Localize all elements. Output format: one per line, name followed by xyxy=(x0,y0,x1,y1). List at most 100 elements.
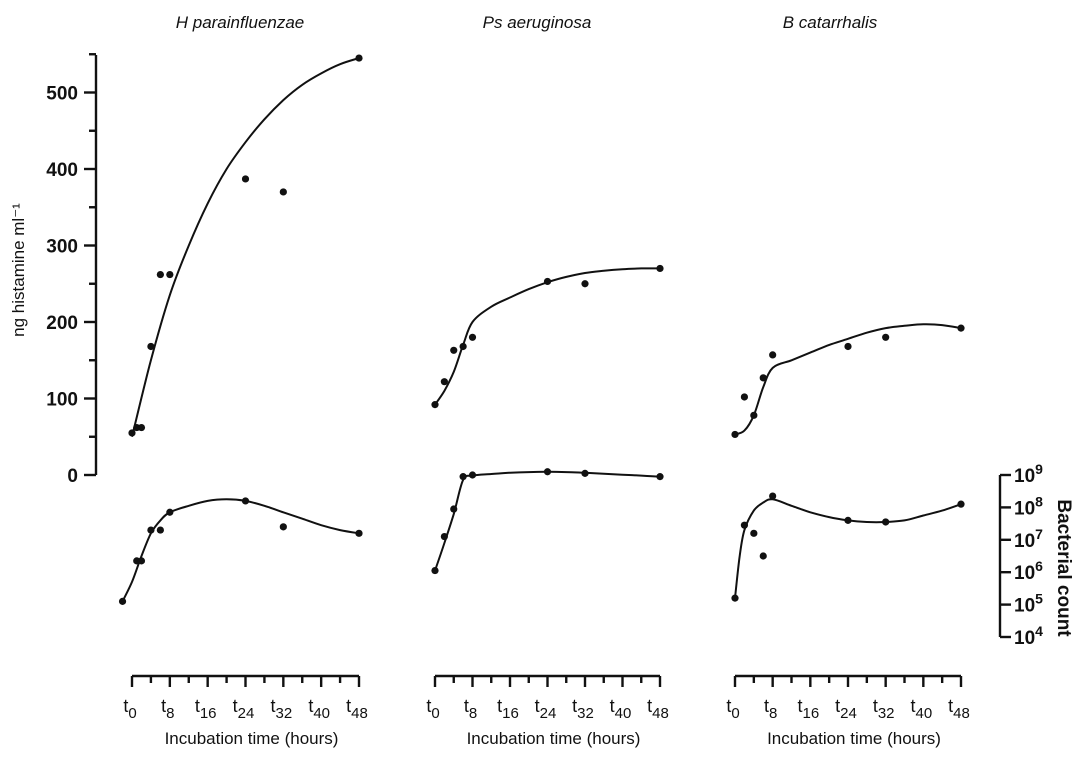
histamine-point xyxy=(769,351,777,359)
histamine-tick-label: 300 xyxy=(46,237,78,258)
histamine-curve xyxy=(131,57,360,438)
bacterial-count-point xyxy=(241,497,250,505)
time-axis-panel-3: t0 t8 t16 t24 t32 t40 t48 Incubation time (hour… xyxy=(726,674,970,748)
bacterial-count-point xyxy=(769,492,777,500)
bacterial-count-point xyxy=(440,532,448,541)
histamine-tick-label: 400 xyxy=(46,160,78,181)
bacterial-count-axis-label: Bacterial count xyxy=(1053,499,1074,637)
time-tick-label: t8 xyxy=(161,696,174,722)
bacterial-count-point xyxy=(166,508,174,516)
histamine-point xyxy=(581,280,589,288)
histamine-point xyxy=(656,264,664,273)
histamine-tick-label: 200 xyxy=(46,313,78,334)
bacterial-count-point xyxy=(468,471,477,479)
time-tick-label: t40 xyxy=(308,696,330,722)
bacterial-count-point xyxy=(459,473,467,481)
histamine-point xyxy=(137,423,146,432)
bacterial-count-point xyxy=(118,597,127,605)
bacterial-count-point xyxy=(844,516,852,524)
histamine-point xyxy=(882,333,890,341)
histamine-point xyxy=(241,175,250,183)
histamine-point xyxy=(459,342,467,351)
time-tick-label: t48 xyxy=(948,696,970,722)
histamine-tick-label: 0 xyxy=(67,466,78,487)
panel-title-ps-aeruginosa: Ps aeruginosa xyxy=(483,13,592,32)
histamine-tick-label: 100 xyxy=(46,390,78,411)
time-tick-label: t8 xyxy=(764,696,777,722)
bacterial-count-point xyxy=(431,566,439,575)
time-axis-label: Incubation time (hours) xyxy=(467,729,641,748)
histamine-point xyxy=(431,401,439,409)
bacterial-count-tick-label: 105 xyxy=(1014,591,1043,617)
bacterial-count-point xyxy=(759,552,767,560)
panel-title-h-parainfluenzae: H parainfluenzae xyxy=(176,13,305,32)
time-tick-label: t24 xyxy=(535,696,557,722)
bacterial-count-point xyxy=(279,523,287,531)
time-tick-label: t40 xyxy=(610,696,632,722)
time-tick-label: t40 xyxy=(910,696,932,722)
histamine-point xyxy=(740,393,749,401)
data-series xyxy=(118,54,965,605)
bacterial-count-point xyxy=(750,529,758,537)
bacterial-count-tick-label: 104 xyxy=(1014,623,1043,649)
histamine-point xyxy=(450,346,458,354)
histamine-point xyxy=(759,374,767,382)
bacterial-count-curve xyxy=(734,498,962,599)
bacterial-count-point xyxy=(882,518,890,526)
time-tick-label: t0 xyxy=(726,696,739,722)
histamine-point xyxy=(731,430,739,439)
histamine-point xyxy=(440,378,448,386)
time-axis-panel-2: t0 t8 t16 t24 t32 t40 t48 Incubation time (hour… xyxy=(426,674,669,748)
time-tick-label: t0 xyxy=(426,696,439,722)
bacterial-count-tick-label: 107 xyxy=(1014,526,1043,552)
bacterial-count-curve xyxy=(434,470,661,571)
histamine-axis: 0 100 200 300 400 500 xyxy=(46,53,98,487)
panel-titles: H parainfluenzae Ps aeruginosa B catarrh… xyxy=(176,13,878,32)
bacterial-count-axis: 104 105 106 107 108 109 xyxy=(998,461,1043,649)
histamine-tick-label: 500 xyxy=(46,84,78,105)
bacterial-count-point xyxy=(137,557,146,565)
time-axis-label: Incubation time (hours) xyxy=(767,729,941,748)
bacterial-count-point xyxy=(147,526,155,534)
panel-2-series xyxy=(431,264,664,575)
bacterial-count-point xyxy=(581,469,589,477)
time-tick-label: t16 xyxy=(497,696,519,722)
time-tick-label: t8 xyxy=(464,696,477,722)
histamine-point xyxy=(750,411,758,419)
time-axis-panel-1: t0 t8 t16 t24 t32 t40 t48 Incubation time (hour… xyxy=(123,674,368,748)
panel-3-series xyxy=(731,323,965,602)
bacterial-count-tick-label: 108 xyxy=(1014,493,1043,519)
bacterial-count-point xyxy=(450,505,458,513)
bacterial-count-curve xyxy=(121,498,360,602)
time-tick-label: t16 xyxy=(797,696,819,722)
panel-1-series xyxy=(118,54,363,605)
histamine-point xyxy=(355,54,363,62)
bacterial-count-tick-label: 109 xyxy=(1014,461,1043,487)
bacterial-count-point xyxy=(355,529,363,537)
bacterial-count-point xyxy=(656,473,664,481)
time-tick-label: t24 xyxy=(835,696,857,722)
histamine-point xyxy=(156,270,164,279)
histamine-point xyxy=(844,342,852,351)
histamine-point xyxy=(957,324,965,332)
time-tick-label: t32 xyxy=(873,696,895,722)
bacterial-count-point xyxy=(543,468,552,476)
histamine-point xyxy=(166,270,174,279)
time-tick-label: t0 xyxy=(123,696,136,722)
time-axis-label: Incubation time (hours) xyxy=(165,729,339,748)
histamine-curve xyxy=(734,323,962,436)
bacterial-count-point xyxy=(740,521,749,529)
time-tick-label: t48 xyxy=(346,696,368,722)
bacterial-count-point xyxy=(156,526,164,534)
histamine-point xyxy=(468,333,477,341)
histamine-axis-label: ng histamine ml⁻¹ xyxy=(9,203,28,337)
panel-title-b-catarrhalis: B catarrhalis xyxy=(783,13,878,32)
bacterial-count-point xyxy=(957,500,965,508)
time-tick-label: t48 xyxy=(647,696,669,722)
bacterial-count-tick-label: 106 xyxy=(1014,558,1043,584)
time-tick-label: t32 xyxy=(572,696,594,722)
histamine-point xyxy=(128,429,136,437)
time-axes: t0 t8 t16 t24 t32 t40 t48 Incubation time (hour… xyxy=(123,674,970,748)
histamine-point xyxy=(543,277,552,286)
